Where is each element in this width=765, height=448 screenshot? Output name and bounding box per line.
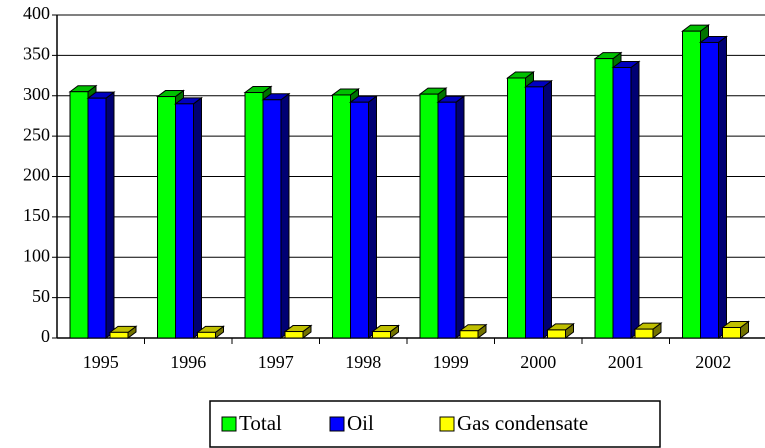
bar	[700, 41, 719, 339]
x-tick-label: 1997	[258, 352, 294, 372]
legend: Total Oil Gas condensate	[209, 400, 661, 448]
bar	[612, 66, 632, 339]
y-tick-label: 0	[41, 326, 50, 346]
legend-label: Total	[239, 411, 282, 435]
bar	[722, 327, 741, 339]
bar	[69, 91, 89, 339]
bar	[547, 329, 566, 339]
x-tick-label: 1999	[433, 352, 469, 372]
x-tick-label: 1995	[83, 352, 119, 372]
bar-side	[193, 96, 202, 339]
bar	[437, 101, 457, 339]
bar-side	[718, 35, 727, 339]
bar	[634, 328, 654, 339]
bar-side	[455, 95, 465, 339]
legend-box	[209, 400, 661, 448]
y-tick-label: 150	[23, 205, 50, 225]
y-tick-label: 300	[23, 84, 50, 104]
bar	[419, 93, 439, 339]
bar	[525, 86, 544, 339]
y-tick-label: 50	[32, 286, 50, 306]
bar	[682, 30, 701, 339]
legend-swatch	[329, 416, 345, 432]
x-tick-label: 2002	[695, 352, 731, 372]
bar	[284, 331, 304, 339]
y-tick-label: 350	[23, 44, 50, 64]
bar-side	[105, 91, 115, 339]
bar	[175, 103, 194, 339]
bar	[262, 99, 282, 339]
bar-side	[630, 60, 640, 339]
x-tick-label: 2000	[520, 352, 556, 372]
bar	[350, 101, 369, 339]
bar-side	[280, 92, 290, 339]
bar	[87, 97, 107, 339]
bar	[332, 94, 351, 339]
bar	[372, 331, 391, 339]
y-tick-label: 100	[23, 245, 50, 265]
bar	[507, 77, 526, 339]
legend-swatch	[221, 416, 237, 432]
bar	[244, 92, 264, 339]
y-tick-label: 400	[23, 3, 50, 23]
x-tick-label: 2001	[608, 352, 644, 372]
x-tick-label: 1996	[170, 352, 206, 372]
bar-side	[368, 95, 377, 339]
legend-swatch	[439, 416, 455, 432]
legend-label: Oil	[347, 411, 374, 435]
bar-side	[543, 79, 552, 339]
bar	[197, 331, 216, 339]
y-tick-label: 200	[23, 165, 50, 185]
bar	[109, 331, 129, 339]
y-tick-label: 250	[23, 124, 50, 144]
bar	[459, 330, 479, 339]
bar	[594, 58, 614, 339]
bar	[157, 96, 176, 339]
legend-label: Gas condensate	[457, 411, 588, 435]
x-tick-label: 1998	[345, 352, 381, 372]
